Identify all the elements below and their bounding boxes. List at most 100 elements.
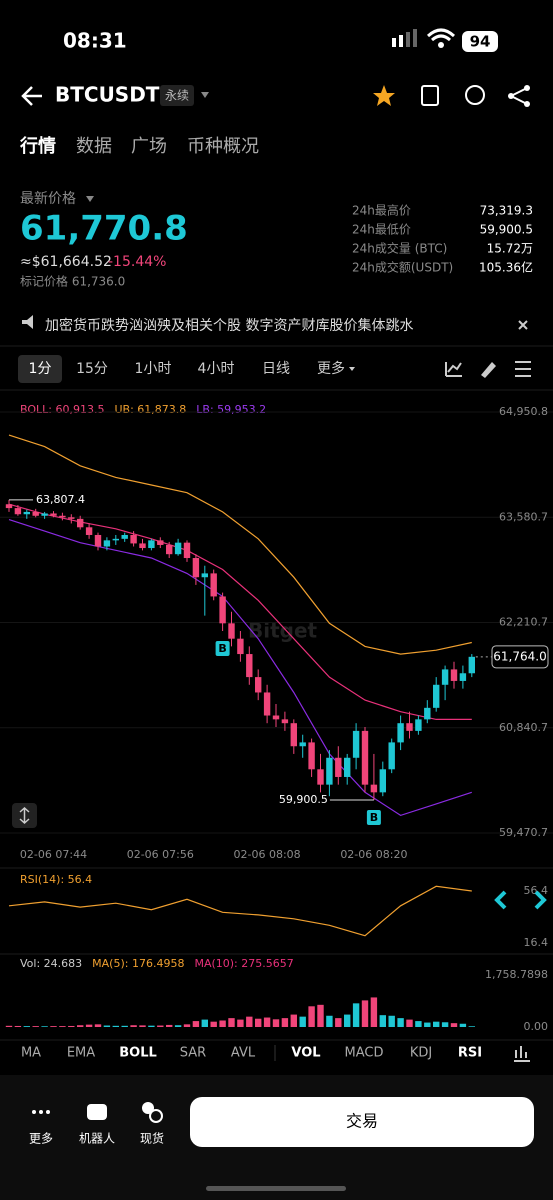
dropdown[interactable] — [201, 92, 209, 98]
indicator-tab[interactable]: KDJ — [410, 1046, 432, 1061]
candle-body — [415, 719, 422, 731]
stat-label: 24h成交量 (BTC) — [352, 241, 447, 256]
stat-label: 24h最低价 — [352, 223, 411, 237]
info-icon[interactable] — [421, 85, 439, 106]
stat-label: 24h最高价 — [352, 203, 411, 218]
candle-body — [50, 513, 57, 516]
indicator-settings[interactable] — [514, 1046, 530, 1062]
tab[interactable]: 数据 — [76, 136, 112, 157]
indicator-tab[interactable]: SAR — [180, 1046, 206, 1061]
rsi-line — [8, 885, 472, 937]
volume-bar — [219, 1020, 226, 1027]
indicator-tab[interactable]: MACD — [345, 1046, 384, 1061]
volume-bar — [23, 1026, 30, 1027]
indicator-tab[interactable]: BOLL — [119, 1046, 157, 1061]
interval[interactable]: 1小时 — [135, 361, 172, 377]
trade-label: 交易 — [346, 1112, 378, 1131]
volume-bar — [32, 1026, 39, 1027]
interval[interactable]: 日线 — [262, 361, 290, 377]
volume-bar — [468, 1026, 475, 1027]
volume-bar — [59, 1026, 66, 1027]
interval[interactable]: 更多 — [317, 360, 345, 377]
close-news[interactable] — [518, 320, 528, 330]
signal — [399, 35, 403, 47]
clock: 08:31 — [63, 29, 127, 53]
tab[interactable]: 币种概况 — [187, 136, 259, 157]
more-icon — [32, 1110, 36, 1114]
candle-body — [352, 730, 360, 758]
change: -15.44% — [108, 254, 166, 270]
band-line — [8, 503, 472, 720]
indicator-tab[interactable]: AVL — [231, 1046, 256, 1061]
favorite[interactable] — [373, 85, 395, 106]
low-label: 59,900.5 — [279, 793, 328, 806]
wifi — [426, 28, 456, 42]
back-button[interactable] — [21, 86, 42, 106]
share-icon — [524, 101, 530, 107]
volume-bar — [424, 1022, 431, 1027]
candle-body — [272, 715, 280, 720]
symbol[interactable]: BTCUSDT — [55, 83, 160, 107]
candle-body — [344, 757, 351, 777]
chart-style-icon[interactable] — [445, 362, 462, 377]
bottom-item[interactable]: 现货 — [140, 1131, 164, 1146]
indicator-tab[interactable]: RSI — [458, 1046, 482, 1061]
indicator-tab[interactable]: MA — [21, 1046, 41, 1061]
volume-bar — [308, 1006, 315, 1027]
volume-bar — [103, 1025, 111, 1027]
contract-tag — [160, 85, 194, 106]
candle-body — [308, 742, 315, 770]
volume-legend: Vol: 24.683 — [20, 957, 82, 970]
bottom-item[interactable]: 机器人 — [79, 1132, 115, 1146]
side-widget[interactable] — [494, 890, 547, 910]
news[interactable]: 加密货币跌势汹汹殃及相关个股 数字资产财库股价集体跳水 — [45, 317, 413, 334]
x-tick-label: 02-06 08:08 — [234, 848, 301, 861]
candle-body — [370, 784, 378, 793]
volume-bar — [263, 1017, 271, 1027]
tab[interactable]: 广场 — [131, 136, 167, 157]
volume-bar — [433, 1021, 440, 1027]
volume-bar — [335, 1018, 342, 1027]
stat-value: 15.72万 — [487, 242, 533, 256]
volume-bar — [148, 1025, 155, 1027]
volume-tick-label: 0.00 — [524, 1020, 549, 1033]
rsi-tick-label: 56.4 — [524, 884, 549, 897]
candle-body — [433, 684, 440, 708]
spot-icon — [142, 1102, 154, 1114]
candle-body — [406, 723, 413, 731]
dropdown[interactable] — [86, 196, 94, 202]
bottom-item[interactable]: 更多 — [29, 1132, 53, 1146]
interval[interactable]: 4小时 — [198, 361, 235, 377]
y-tick-label: 60,840.7 — [499, 721, 548, 734]
volume-bar — [183, 1024, 191, 1027]
share-icon — [508, 93, 514, 99]
indicator-tab[interactable]: VOL — [291, 1046, 320, 1061]
interval[interactable]: 1分 — [29, 361, 52, 377]
x-tick-label: 02-06 08:20 — [340, 848, 407, 861]
band-line — [8, 519, 472, 817]
interval[interactable]: 15分 — [76, 361, 108, 377]
draw-icon[interactable] — [481, 362, 496, 378]
candle-body — [32, 511, 39, 516]
dropdown[interactable] — [349, 367, 355, 371]
volume-bar — [352, 1003, 360, 1027]
candle-body — [379, 769, 386, 793]
candle-body — [290, 723, 297, 747]
volume-bar — [326, 1015, 333, 1027]
indicator-tab[interactable]: EMA — [67, 1046, 95, 1061]
tab[interactable]: 行情 — [19, 135, 56, 157]
candle-body — [112, 538, 119, 541]
volume-bar — [77, 1025, 84, 1027]
assistant-icon[interactable] — [465, 85, 485, 105]
volume-bar — [290, 1014, 297, 1027]
contract-type: 永续 — [165, 89, 189, 103]
buy-marker — [215, 641, 230, 657]
battery — [462, 31, 498, 52]
trade-button[interactable] — [190, 1097, 534, 1147]
candle-body — [14, 508, 22, 515]
volume-bar — [317, 1004, 324, 1027]
last-price: 61,770.8 — [20, 209, 188, 249]
settings-icon[interactable] — [515, 361, 531, 377]
signal — [406, 32, 410, 47]
